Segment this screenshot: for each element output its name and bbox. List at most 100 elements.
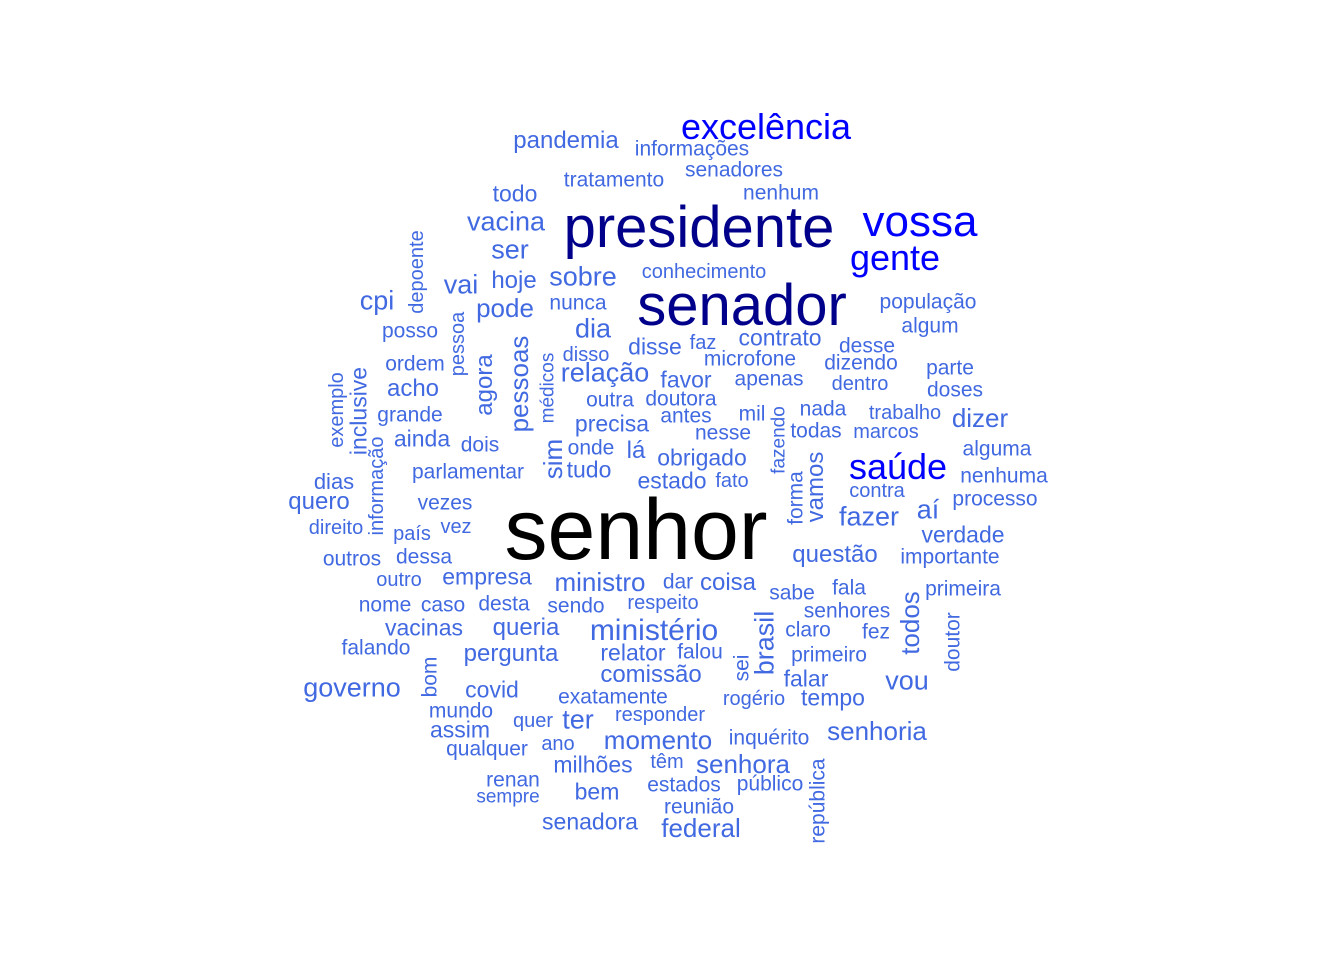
word-assim: assim (429, 716, 491, 743)
word-nenhum: nenhum (743, 181, 819, 205)
word-agora: agora (471, 354, 498, 416)
word-país: país (393, 523, 431, 545)
word-senhor: senhor (504, 482, 768, 578)
word-estados: estados (647, 773, 721, 797)
word-nunca: nunca (549, 291, 607, 315)
word-vai: vai (443, 269, 479, 300)
word-doutor: doutor (941, 612, 965, 672)
word-ser: ser (491, 234, 529, 265)
word-vacina: vacina (466, 206, 546, 237)
word-nenhuma: nenhuma (960, 464, 1048, 488)
word-exemplo: exemplo (326, 372, 348, 448)
word-coisa: coisa (699, 569, 757, 596)
word-pessoas: pessoas (504, 335, 534, 433)
word-contrato: contrato (738, 324, 822, 351)
word-pergunta: pergunta (463, 640, 559, 667)
word-disso: disso (562, 344, 610, 366)
word-quer: quer (512, 710, 554, 732)
word-dizer: dizer (951, 403, 1009, 433)
word-ano: ano (541, 733, 575, 755)
word-renan: renan (486, 768, 540, 792)
word-dentro: dentro (831, 373, 889, 395)
word-tudo: tudo (566, 456, 612, 483)
word-obrigado: obrigado (657, 444, 747, 471)
word-antes: antes (660, 404, 712, 428)
word-processo: processo (952, 487, 1038, 511)
word-ter: ter (562, 704, 594, 735)
word-aí: aí (916, 494, 940, 525)
word-senhora: senhora (696, 749, 790, 779)
word-acho: acho (386, 375, 440, 402)
word-conhecimento: conhecimento (641, 261, 767, 283)
word-faz: faz (689, 332, 717, 354)
word-inquérito: inquérito (728, 726, 810, 750)
word-ministro: ministro (554, 567, 646, 597)
word-nesse: nesse (694, 421, 752, 445)
word-ainda: ainda (393, 425, 451, 452)
word-parte: parte (926, 356, 974, 380)
word-gente: gente (849, 237, 941, 278)
word-tratamento: tratamento (563, 168, 665, 192)
word-bom: bom (418, 656, 442, 698)
word-qualquer: qualquer (446, 737, 528, 761)
word-presidente: presidente (563, 195, 835, 260)
word-bem: bem (574, 778, 620, 805)
word-vacinas: vacinas (385, 614, 463, 641)
word-todas: todas (790, 419, 842, 443)
word-vezes: vezes (417, 491, 473, 515)
word-importante: importante (900, 545, 1000, 569)
word-parlamentar: parlamentar (411, 460, 525, 484)
word-excelência: excelência (680, 106, 852, 147)
word-respeito: respeito (627, 592, 699, 614)
word-algum: algum (901, 314, 959, 338)
word-mil: mil (738, 402, 766, 426)
word-ordem: ordem (385, 352, 445, 376)
word-precisa: precisa (574, 410, 650, 437)
word-marcos: marcos (853, 421, 919, 443)
word-lá: lá (626, 437, 646, 464)
word-posso: posso (381, 319, 439, 343)
word-covid: covid (465, 676, 519, 703)
word-responder: responder (614, 704, 706, 726)
word-primeira: primeira (925, 577, 1001, 601)
word-quero: quero (288, 488, 350, 515)
word-alguma: alguma (962, 437, 1032, 461)
word-falar: falar (783, 665, 829, 692)
word-comissão: comissão (600, 661, 702, 688)
word-depoente: depoente (406, 230, 428, 314)
word-pessoa: pessoa (447, 311, 469, 377)
word-informações: informações (634, 137, 750, 161)
word-senhoria: senhoria (827, 716, 927, 746)
word-dessa: dessa (395, 545, 453, 569)
word-exatamente: exatamente (558, 685, 668, 709)
word-outros: outros (322, 547, 382, 571)
word-nome: nome (358, 593, 412, 617)
word-empresa: empresa (442, 563, 532, 590)
word-momento: momento (603, 725, 713, 755)
word-federal: federal (661, 813, 741, 843)
word-apenas: apenas (734, 367, 804, 391)
word-médicos: médicos (537, 352, 559, 424)
word-reunião: reunião (663, 795, 735, 819)
word-sobre: sobre (549, 261, 617, 292)
word-relator: relator (600, 639, 666, 666)
word-nada: nada (799, 397, 847, 421)
word-rogério: rogério (722, 688, 786, 710)
word-todos: todos (895, 591, 925, 655)
word-mundo: mundo (428, 699, 494, 723)
word-vamos: vamos (802, 451, 829, 523)
word-vou: vou (885, 665, 929, 696)
word-dar: dar (662, 570, 694, 594)
word-população: população (879, 290, 977, 314)
word-sim: sim (538, 438, 568, 480)
word-fez: fez (861, 620, 891, 644)
word-sabe: sabe (769, 581, 815, 605)
word-outro: outro (376, 569, 422, 591)
word-pode: pode (476, 293, 534, 323)
word-dia: dia (574, 313, 612, 344)
word-fato: fato (715, 470, 749, 492)
word-senadores: senadores (684, 158, 784, 182)
word-informação: informação (366, 436, 388, 536)
word-direito: direito (308, 517, 364, 539)
